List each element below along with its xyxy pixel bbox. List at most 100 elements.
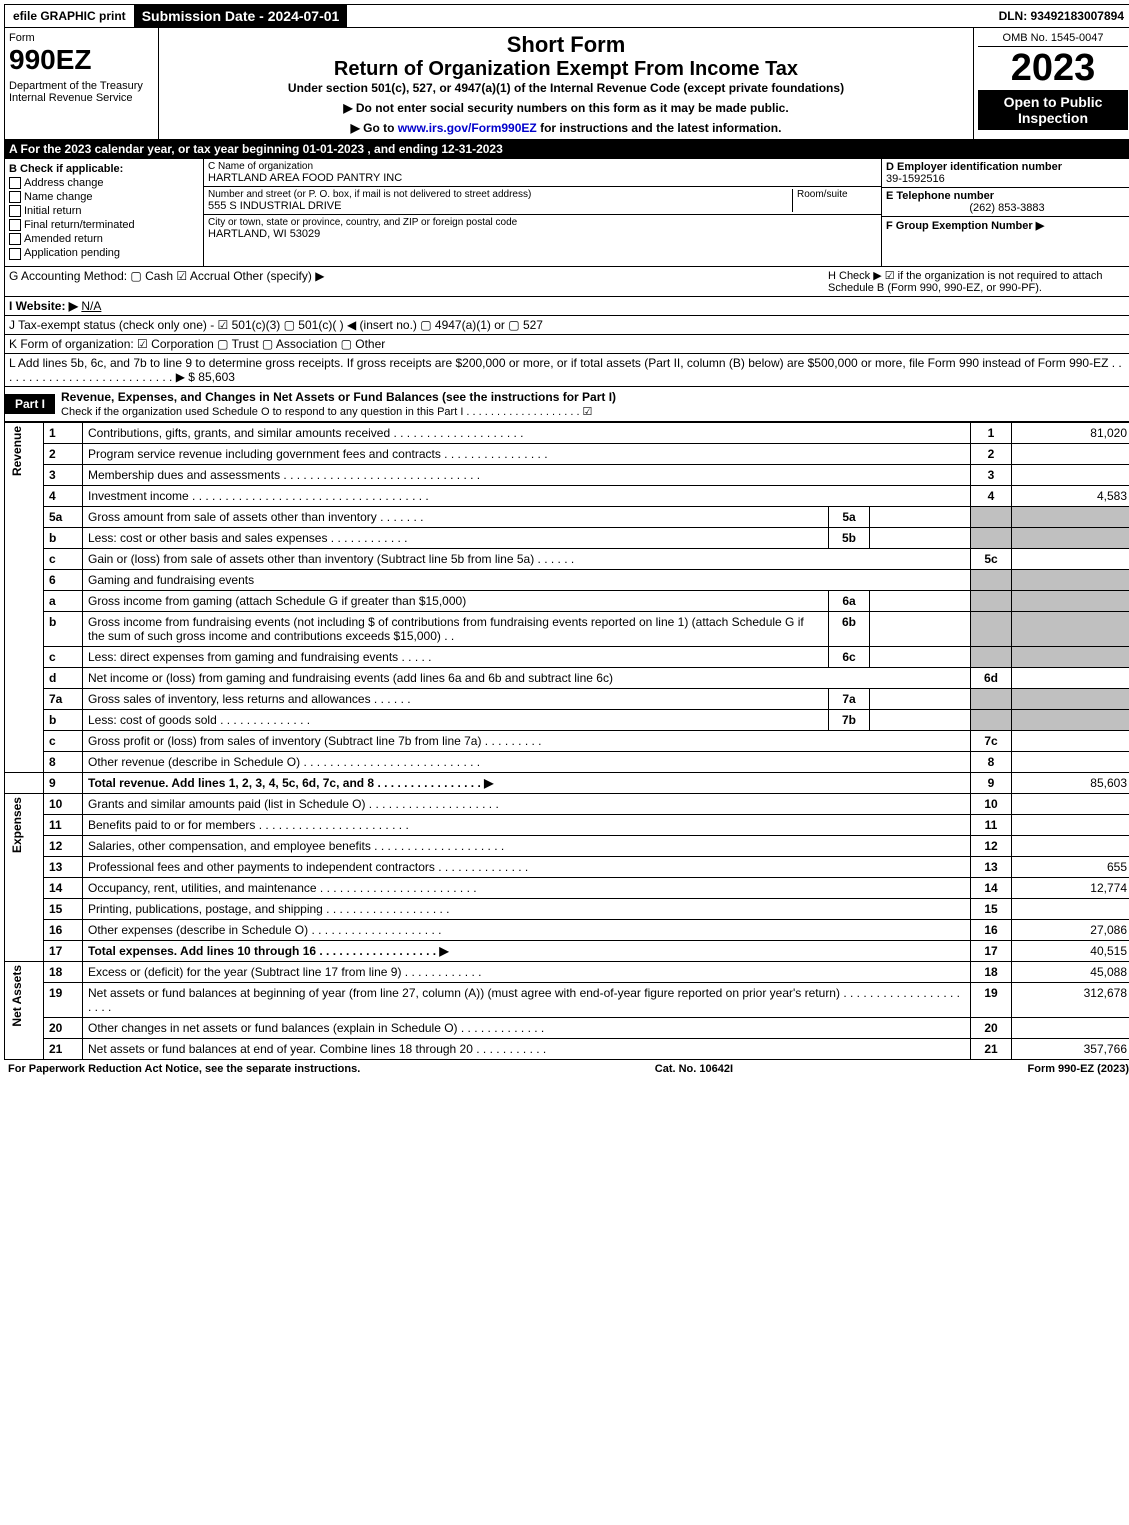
form-label: Form bbox=[9, 32, 154, 44]
section-f: F Group Exemption Number ▶ bbox=[882, 217, 1129, 234]
dln-label: DLN: 93492183007894 bbox=[991, 6, 1129, 26]
line-8: 8Other revenue (describe in Schedule O) … bbox=[5, 751, 1129, 772]
line-15: 15Printing, publications, postage, and s… bbox=[5, 898, 1129, 919]
section-a: A For the 2023 calendar year, or tax yea… bbox=[4, 140, 1129, 159]
ein-label: D Employer identification number bbox=[886, 161, 1128, 173]
line-6b: bGross income from fundraising events (n… bbox=[5, 611, 1129, 646]
website-label: I Website: ▶ bbox=[9, 299, 78, 313]
line-6d: dNet income or (loss) from gaming and fu… bbox=[5, 667, 1129, 688]
phone-label: E Telephone number bbox=[886, 190, 1128, 202]
section-c: C Name of organization HARTLAND AREA FOO… bbox=[204, 159, 882, 266]
line-19: 19Net assets or fund balances at beginni… bbox=[5, 982, 1129, 1017]
part1-header: Part I Revenue, Expenses, and Changes in… bbox=[4, 387, 1129, 422]
omb-number: OMB No. 1545-0047 bbox=[978, 32, 1128, 47]
group-exemption-label: F Group Exemption Number ▶ bbox=[886, 219, 1128, 232]
goto-post: for instructions and the latest informat… bbox=[537, 121, 782, 135]
revenue-side-label: Revenue bbox=[10, 426, 24, 476]
section-gh: G Accounting Method: ▢ Cash ☑ Accrual Ot… bbox=[4, 267, 1129, 297]
expenses-side-label: Expenses bbox=[10, 797, 24, 853]
line-5b: bLess: cost or other basis and sales exp… bbox=[5, 527, 1129, 548]
line-10: Expenses 10Grants and similar amounts pa… bbox=[5, 793, 1129, 814]
line-5c: cGain or (loss) from sale of assets othe… bbox=[5, 548, 1129, 569]
phone-value: (262) 853-3883 bbox=[886, 202, 1128, 214]
line-17: 17Total expenses. Add lines 10 through 1… bbox=[5, 940, 1129, 961]
goto-pre: ▶ Go to bbox=[351, 121, 398, 135]
line-6: 6Gaming and fundraising events bbox=[5, 569, 1129, 590]
ein-value: 39-1592516 bbox=[886, 173, 1128, 185]
street-label: Number and street (or P. O. box, if mail… bbox=[208, 189, 792, 200]
section-e: E Telephone number (262) 853-3883 bbox=[882, 188, 1129, 217]
city-row: City or town, state or province, country… bbox=[204, 215, 881, 242]
chk-pending[interactable]: Application pending bbox=[9, 247, 199, 259]
chk-amended[interactable]: Amended return bbox=[9, 233, 199, 245]
street: 555 S INDUSTRIAL DRIVE bbox=[208, 200, 792, 212]
line-7a: 7aGross sales of inventory, less returns… bbox=[5, 688, 1129, 709]
line-6c: cLess: direct expenses from gaming and f… bbox=[5, 646, 1129, 667]
city: HARTLAND, WI 53029 bbox=[208, 228, 877, 240]
section-def: D Employer identification number 39-1592… bbox=[882, 159, 1129, 266]
footer-mid: Cat. No. 10642I bbox=[655, 1063, 733, 1075]
line-16: 16Other expenses (describe in Schedule O… bbox=[5, 919, 1129, 940]
header-center: Short Form Return of Organization Exempt… bbox=[159, 28, 974, 139]
chk-name[interactable]: Name change bbox=[9, 191, 199, 203]
goto-note: ▶ Go to www.irs.gov/Form990EZ for instru… bbox=[163, 121, 969, 135]
city-label: City or town, state or province, country… bbox=[208, 217, 877, 228]
section-j: J Tax-exempt status (check only one) - ☑… bbox=[4, 316, 1129, 335]
section-b: B Check if applicable: Address change Na… bbox=[5, 159, 204, 266]
efile-label[interactable]: efile GRAPHIC print bbox=[5, 6, 134, 26]
website-value: N/A bbox=[81, 299, 101, 313]
room-label: Room/suite bbox=[797, 189, 877, 200]
org-name-label: C Name of organization bbox=[208, 161, 877, 172]
ssn-note: ▶ Do not enter social security numbers o… bbox=[163, 101, 969, 115]
footer-right: Form 990-EZ (2023) bbox=[1028, 1063, 1129, 1075]
part1-check: Check if the organization used Schedule … bbox=[61, 406, 592, 418]
line-2: 2Program service revenue including gover… bbox=[5, 443, 1129, 464]
irs-link[interactable]: www.irs.gov/Form990EZ bbox=[398, 121, 537, 135]
footer-left: For Paperwork Reduction Act Notice, see … bbox=[8, 1063, 360, 1075]
section-k: K Form of organization: ☑ Corporation ▢ … bbox=[4, 335, 1129, 354]
form-number: 990EZ bbox=[9, 44, 154, 76]
line-7b: bLess: cost of goods sold . . . . . . . … bbox=[5, 709, 1129, 730]
line-21: 21Net assets or fund balances at end of … bbox=[5, 1038, 1129, 1059]
line-4: 4Investment income . . . . . . . . . . .… bbox=[5, 485, 1129, 506]
line-3: 3Membership dues and assessments . . . .… bbox=[5, 464, 1129, 485]
line-20: 20Other changes in net assets or fund ba… bbox=[5, 1017, 1129, 1038]
chk-final[interactable]: Final return/terminated bbox=[9, 219, 199, 231]
main-title: Return of Organization Exempt From Incom… bbox=[163, 58, 969, 81]
line-6a: aGross income from gaming (attach Schedu… bbox=[5, 590, 1129, 611]
top-bar: efile GRAPHIC print Submission Date - 20… bbox=[4, 4, 1129, 28]
short-form-title: Short Form bbox=[163, 32, 969, 58]
org-name-row: C Name of organization HARTLAND AREA FOO… bbox=[204, 159, 881, 187]
part1-title: Revenue, Expenses, and Changes in Net As… bbox=[55, 387, 1129, 421]
section-d: D Employer identification number 39-1592… bbox=[882, 159, 1129, 188]
line-5a: 5aGross amount from sale of assets other… bbox=[5, 506, 1129, 527]
chk-initial[interactable]: Initial return bbox=[9, 205, 199, 217]
topbar-spacer bbox=[347, 13, 990, 19]
section-h: H Check ▶ ☑ if the organization is not r… bbox=[828, 269, 1128, 294]
line-11: 11Benefits paid to or for members . . . … bbox=[5, 814, 1129, 835]
line-12: 12Salaries, other compensation, and empl… bbox=[5, 835, 1129, 856]
header-right: OMB No. 1545-0047 2023 Open to Public In… bbox=[974, 28, 1129, 139]
section-i: I Website: ▶ N/A bbox=[4, 297, 1129, 316]
section-g: G Accounting Method: ▢ Cash ☑ Accrual Ot… bbox=[9, 269, 828, 294]
line-13: 13Professional fees and other payments t… bbox=[5, 856, 1129, 877]
section-l: L Add lines 5b, 6c, and 7b to line 9 to … bbox=[4, 354, 1129, 387]
part1-label: Part I bbox=[5, 394, 55, 414]
line-14: 14Occupancy, rent, utilities, and mainte… bbox=[5, 877, 1129, 898]
open-to-public: Open to Public Inspection bbox=[978, 90, 1128, 130]
line-9: 9Total revenue. Add lines 1, 2, 3, 4, 5c… bbox=[5, 772, 1129, 793]
page-footer: For Paperwork Reduction Act Notice, see … bbox=[4, 1060, 1129, 1078]
line-7c: cGross profit or (loss) from sales of in… bbox=[5, 730, 1129, 751]
lines-table: Revenue 1 Contributions, gifts, grants, … bbox=[4, 422, 1129, 1060]
line-18: Net Assets 18Excess or (deficit) for the… bbox=[5, 961, 1129, 982]
street-row: Number and street (or P. O. box, if mail… bbox=[204, 187, 881, 215]
tax-year: 2023 bbox=[978, 47, 1128, 90]
info-grid: B Check if applicable: Address change Na… bbox=[4, 159, 1129, 267]
submission-date: Submission Date - 2024-07-01 bbox=[134, 5, 348, 27]
header-left: Form 990EZ Department of the Treasury In… bbox=[5, 28, 159, 139]
line-1: Revenue 1 Contributions, gifts, grants, … bbox=[5, 422, 1129, 443]
department-label: Department of the Treasury Internal Reve… bbox=[9, 80, 154, 104]
netassets-side-label: Net Assets bbox=[10, 965, 24, 1027]
chk-address[interactable]: Address change bbox=[9, 177, 199, 189]
section-b-title: B Check if applicable: bbox=[9, 163, 199, 175]
